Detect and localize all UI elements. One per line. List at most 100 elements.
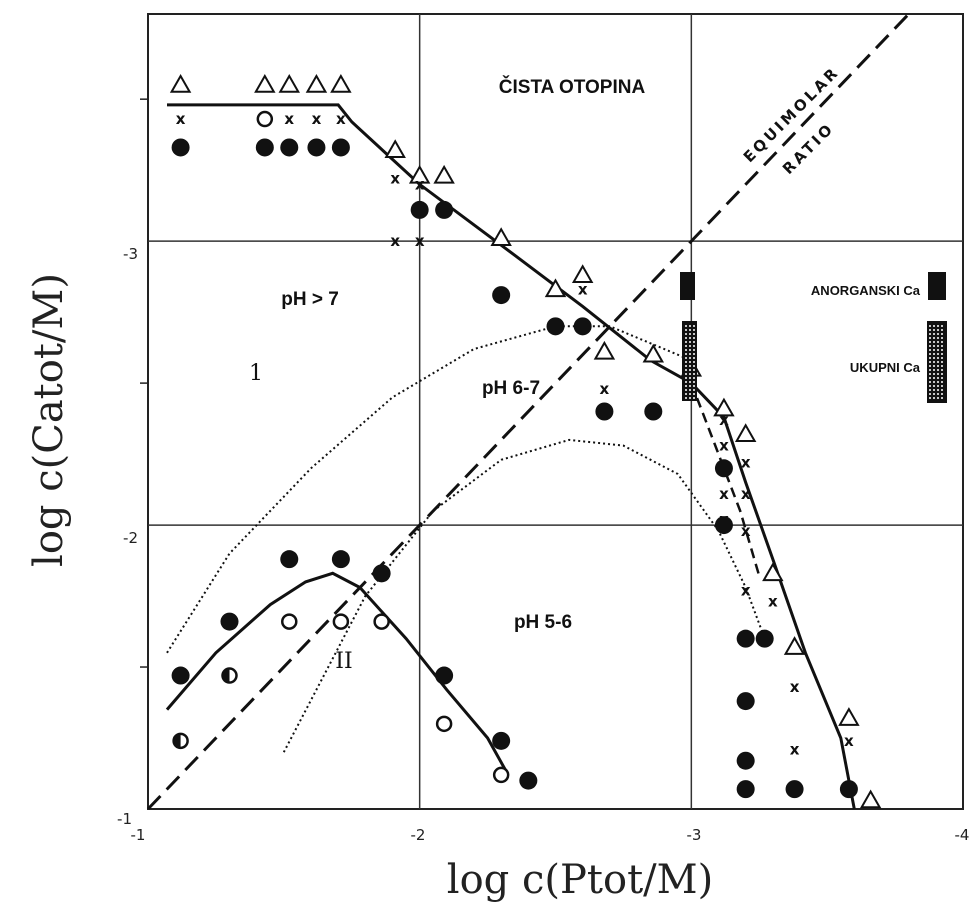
legend-inorganic-swatch xyxy=(928,272,946,300)
filled-circle-marker xyxy=(546,317,565,336)
triangle-marker xyxy=(571,264,594,283)
filled-circle-marker xyxy=(220,612,239,631)
x-tick-label: -2 xyxy=(411,826,426,844)
clear-solution-label: ČISTA OTOPINA xyxy=(499,76,646,98)
filled-circle-marker xyxy=(736,751,755,770)
filled-circle-marker xyxy=(714,459,733,478)
legend-inorganic-label: ANORGANSKI Ca xyxy=(811,283,921,298)
half-circle-fill xyxy=(222,668,230,683)
open-circle-marker xyxy=(332,613,350,630)
open-circle-marker xyxy=(256,110,274,128)
triangle-marker xyxy=(433,164,455,184)
filled-circle-marker xyxy=(435,200,454,219)
filled-circle-marker xyxy=(435,666,454,685)
x-tick-label: -4 xyxy=(955,826,970,844)
filled-circle-marker xyxy=(171,138,190,157)
triangle-marker xyxy=(384,139,406,159)
inorganic-ca-bar xyxy=(680,272,695,300)
ph-low-label: pH 5-6 xyxy=(514,612,572,633)
cross-marker: x xyxy=(719,485,729,503)
y-tick-label: -3 xyxy=(123,245,138,263)
cross-marker: x xyxy=(844,732,854,750)
legend-total-label: UKUPNI Ca xyxy=(850,360,921,375)
x-axis-label: log c(Ptot/M) xyxy=(447,857,713,903)
solubility-boundary-curve xyxy=(167,103,856,810)
cross-marker: x xyxy=(741,522,751,540)
open-circle-marker xyxy=(435,715,453,733)
open-circle-marker xyxy=(373,613,390,630)
filled-circle-marker xyxy=(331,138,350,157)
cross-marker: x xyxy=(176,110,186,128)
cross-marker: x xyxy=(312,110,322,128)
filled-circle-marker xyxy=(595,402,614,421)
triangle-marker xyxy=(408,164,431,184)
triangle-marker xyxy=(169,73,192,93)
plot-frame xyxy=(147,13,964,810)
cross-marker: x xyxy=(741,485,751,503)
filled-circle-marker xyxy=(331,550,350,569)
open-circle-marker xyxy=(492,766,510,784)
triangle-marker xyxy=(642,343,665,363)
filled-circle-marker xyxy=(280,138,299,157)
open-circle-marker xyxy=(281,613,298,630)
x-tick-label: -3 xyxy=(687,826,702,844)
filled-circle-marker xyxy=(280,550,299,569)
grid xyxy=(140,13,964,810)
filled-circle-marker xyxy=(410,200,429,219)
triangle-marker xyxy=(859,789,882,809)
filled-circle-marker xyxy=(736,692,755,711)
filled-circle-marker xyxy=(755,629,774,648)
filled-circle-marker xyxy=(573,317,592,336)
triangle-marker xyxy=(305,73,328,93)
upper-dotted-envelope xyxy=(166,325,692,654)
triangle-marker xyxy=(254,73,276,93)
triangle-marker xyxy=(490,227,512,247)
cross-marker: x xyxy=(719,411,729,429)
y-tick-label: -1 xyxy=(117,810,132,828)
filled-circle-marker xyxy=(171,666,190,685)
triangle-marker xyxy=(713,397,735,417)
triangle-marker xyxy=(330,73,352,93)
y-tick-label: -2 xyxy=(123,529,138,547)
cross-marker: x xyxy=(741,454,751,472)
triangle-marker xyxy=(734,423,757,442)
filled-circle-marker xyxy=(307,138,326,157)
cross-marker: x xyxy=(284,110,294,128)
filled-circle-marker xyxy=(644,402,663,421)
cross-marker: x xyxy=(415,232,425,250)
filled-circle-marker xyxy=(372,564,391,583)
triangle-marker xyxy=(838,707,860,726)
filled-circle-marker xyxy=(785,780,804,799)
x-tick-label: -1 xyxy=(131,826,146,844)
triangle-marker xyxy=(278,73,300,93)
filled-circle-marker xyxy=(736,780,755,799)
filled-circle-marker xyxy=(839,780,858,799)
filled-circle-marker xyxy=(714,516,733,535)
filled-circle-marker xyxy=(736,629,755,648)
region-ii-curve xyxy=(165,571,508,773)
cross-marker: x xyxy=(578,280,588,298)
region-2-label: II xyxy=(335,649,352,674)
ph-mid-label: pH 6-7 xyxy=(482,378,540,399)
cross-marker: x xyxy=(741,581,751,599)
equimolar-line xyxy=(146,12,910,811)
cross-marker: x xyxy=(768,593,778,611)
filled-circle-marker xyxy=(255,138,274,157)
triangle-marker xyxy=(544,278,567,298)
cross-marker: x xyxy=(790,678,800,696)
ph-high-label: pH > 7 xyxy=(281,289,339,310)
cross-marker: x xyxy=(600,380,610,398)
triangle-marker xyxy=(783,636,806,655)
cross-marker: x xyxy=(390,170,400,188)
legend-total-swatch xyxy=(927,321,947,403)
filled-circle-marker xyxy=(519,771,538,790)
cross-marker: x xyxy=(790,740,800,758)
cross-marker: x xyxy=(336,110,346,128)
triangle-marker xyxy=(762,562,784,582)
triangle-marker xyxy=(593,340,616,360)
cross-marker: x xyxy=(390,232,400,250)
cross-marker: x xyxy=(719,437,729,455)
lower-dotted-envelope xyxy=(282,438,766,753)
half-circle-fill xyxy=(173,733,181,748)
